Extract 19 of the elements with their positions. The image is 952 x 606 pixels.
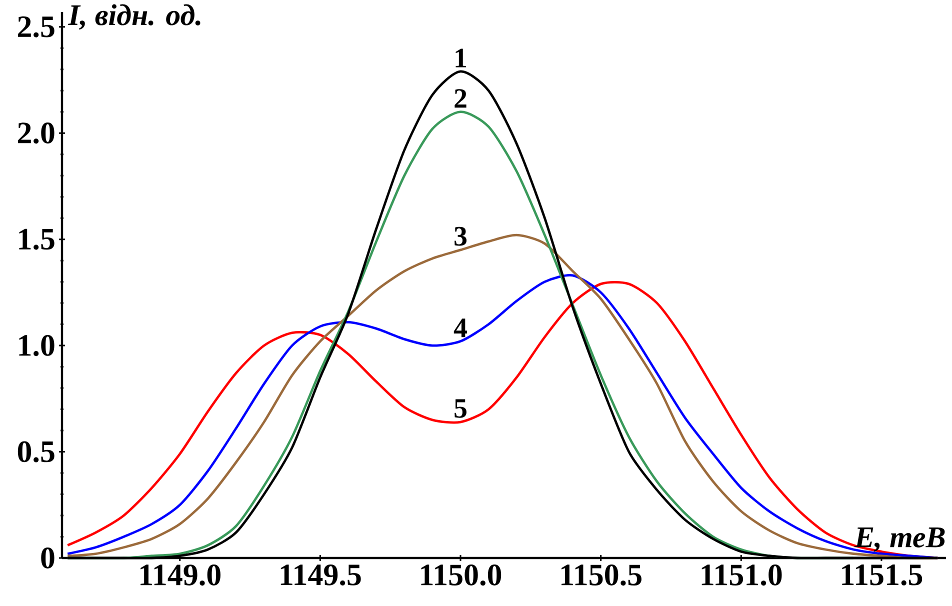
x-axis-title: E, теВ <box>854 528 945 552</box>
series-label: 4 <box>454 318 467 338</box>
y-tick-label: 1.0 <box>19 335 54 356</box>
series-label: 5 <box>454 399 466 418</box>
series-label: 1 <box>456 48 466 68</box>
y-tick-label: 0.5 <box>18 441 54 462</box>
x-tick-label: 1149.5 <box>280 564 361 586</box>
x-tick-label: 1151.0 <box>702 564 782 586</box>
x-tick-label: 1150.5 <box>562 564 642 586</box>
series-label: 3 <box>454 226 467 246</box>
x-tick-label: 1149.0 <box>140 564 220 586</box>
y-tick-label: 1.5 <box>19 228 54 250</box>
x-tick-label: 1150.0 <box>421 564 502 586</box>
y-tick-label: 2.0 <box>18 122 54 144</box>
y-tick-label: 0 <box>41 548 54 568</box>
x-tick-label: 1151.5 <box>842 564 922 586</box>
y-axis-title: I, відн. од. <box>68 4 200 30</box>
series-label: 2 <box>454 89 466 108</box>
y-tick-label: 2.5 <box>18 16 54 38</box>
